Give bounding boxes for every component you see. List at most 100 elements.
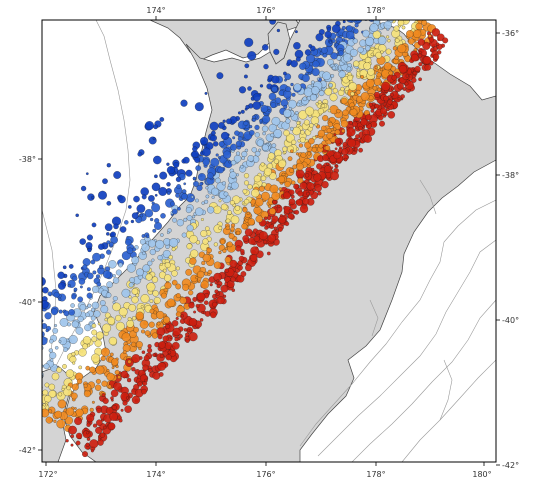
earthquake-dot (131, 316, 137, 321)
earthquake-dot (324, 30, 332, 39)
earthquake-dot (363, 134, 372, 143)
earthquake-dot (377, 17, 380, 20)
earthquake-dot (181, 193, 188, 200)
earthquake-dot (51, 372, 60, 381)
earthquake-dot (86, 234, 93, 241)
earthquake-dot (9, 318, 12, 321)
earthquake-dot (166, 191, 171, 195)
earthquake-dot (305, 106, 315, 116)
earthquake-dot (22, 371, 26, 375)
earthquake-dot (176, 184, 182, 190)
earthquake-dot (346, 127, 356, 137)
earthquake-dot (230, 181, 239, 190)
earthquake-dot (254, 124, 260, 130)
earthquake-dot (397, 44, 407, 54)
earthquake-dot (225, 218, 231, 224)
earthquake-dot (13, 341, 16, 344)
earthquake-dot (401, 25, 406, 30)
earthquake-dot (97, 322, 101, 326)
earthquake-dot (424, 64, 432, 71)
earthquake-dot (283, 71, 287, 76)
earthquake-dot (342, 20, 346, 24)
earthquake-dot (99, 432, 106, 438)
earthquake-dot (147, 347, 153, 353)
earthquake-dot (243, 198, 250, 205)
earthquake-dot (223, 150, 232, 159)
earthquake-dot (131, 296, 139, 304)
earthquake-dot (139, 213, 144, 218)
earthquake-dot (188, 318, 198, 327)
earthquake-dot (106, 368, 110, 372)
earthquake-dot (380, 107, 387, 115)
earthquake-dot (299, 62, 307, 70)
earthquake-dot (91, 353, 101, 363)
earthquake-dot (285, 118, 291, 124)
earthquake-dot (147, 368, 153, 373)
earthquake-dot (218, 250, 222, 255)
earthquake-dot (179, 296, 187, 305)
earthquake-dot (45, 403, 48, 407)
right-lat-label-42: -42° (502, 461, 519, 470)
earthquake-dot (90, 307, 96, 312)
earthquake-dot (283, 129, 290, 137)
earthquake-dot (34, 392, 41, 399)
earthquake-dot (59, 318, 69, 327)
earthquake-dot (217, 156, 221, 159)
earthquake-dot (188, 302, 195, 309)
earthquake-dot (287, 99, 297, 109)
earthquake-dot (50, 308, 58, 316)
earthquake-dot (22, 372, 25, 375)
earthquake-dot (131, 288, 139, 295)
earthquake-dot (216, 284, 221, 289)
left-lat-label-42: -42° (19, 446, 36, 455)
earthquake-dot (147, 344, 152, 349)
earthquake-dot (100, 347, 110, 357)
earthquake-dot (232, 136, 236, 140)
earthquake-dot (278, 215, 287, 224)
earthquake-dot (0, 371, 9, 380)
earthquake-dot (414, 20, 419, 21)
earthquake-dot (75, 213, 79, 218)
earthquake-dot (151, 203, 161, 213)
earthquake-dot (3, 313, 7, 317)
earthquake-dot (336, 10, 342, 16)
earthquake-dot (412, 29, 422, 38)
earthquake-dot (16, 256, 23, 263)
earthquake-dot (381, 81, 391, 91)
earthquake-dot (54, 346, 59, 350)
earthquake-dot (171, 208, 178, 215)
earthquake-dot (127, 317, 132, 322)
earthquake-dot (58, 297, 62, 301)
earthquake-dot (290, 60, 298, 68)
earthquake-dot (329, 40, 333, 44)
earthquake-dot (20, 372, 28, 380)
earthquake-dot (227, 186, 231, 190)
earthquake-dot (218, 122, 225, 129)
earthquake-dot (362, 29, 370, 38)
earthquake-dot (175, 283, 182, 290)
earthquake-dot (96, 407, 102, 414)
earthquake-dot (200, 230, 208, 238)
earthquake-dot (241, 151, 248, 158)
earthquake-dot (75, 326, 84, 335)
earthquake-dot (164, 281, 172, 290)
top-lon-label-176: 176° (256, 6, 275, 15)
earthquake-dot (133, 383, 140, 391)
earthquake-dot (126, 263, 136, 273)
earthquake-dot (109, 241, 114, 247)
earthquake-dot (342, 38, 346, 42)
earthquake-dot (180, 99, 188, 107)
earthquake-dot (135, 293, 140, 298)
earthquake-dot (76, 378, 83, 385)
earthquake-dot (182, 156, 190, 164)
earthquake-dot (102, 270, 112, 279)
earthquake-dot (207, 272, 211, 277)
earthquake-dot (421, 20, 428, 26)
earthquake-dot (175, 266, 180, 271)
earthquake-dot (20, 327, 27, 334)
earthquake-dot (207, 206, 215, 214)
earthquake-dot (333, 127, 337, 131)
earthquake-dot (377, 36, 387, 45)
earthquake-dot (16, 375, 20, 379)
